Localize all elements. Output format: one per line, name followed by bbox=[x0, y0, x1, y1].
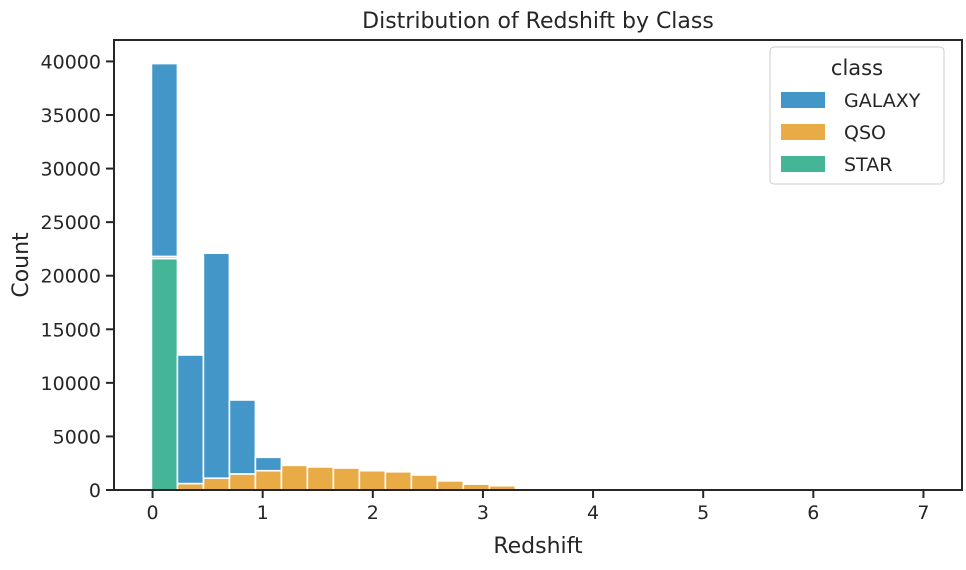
y-tick-label: 30000 bbox=[41, 159, 101, 181]
legend-swatch-qso bbox=[781, 124, 825, 140]
bar-qso-9 bbox=[384, 470, 413, 491]
legend-title: class bbox=[831, 56, 883, 80]
bar-galaxy-1 bbox=[176, 354, 205, 485]
x-ticks: 0 1 2 3 4 5 6 7 bbox=[146, 490, 930, 524]
x-tick-label: 7 bbox=[917, 502, 929, 524]
bar-galaxy-0 bbox=[150, 62, 179, 258]
legend-label-galaxy: GALAXY bbox=[844, 90, 921, 112]
y-ticks: 0 5000 10000 15000 20000 25000 30000 35000 40000 bbox=[41, 51, 114, 502]
bar-qso-10 bbox=[410, 474, 439, 491]
bar-qso-8 bbox=[358, 469, 387, 491]
bar-qso-4 bbox=[254, 469, 283, 491]
y-tick-label: 0 bbox=[89, 480, 101, 502]
x-axis-label: Redshift bbox=[493, 534, 583, 559]
bars-group bbox=[150, 62, 517, 491]
axes-group bbox=[113, 39, 963, 491]
y-tick-label: 5000 bbox=[53, 426, 101, 448]
x-tick-label: 5 bbox=[697, 502, 709, 524]
legend: class GALAXY QSO STAR bbox=[769, 46, 945, 185]
y-tick-label: 10000 bbox=[41, 373, 101, 395]
y-tick-label: 15000 bbox=[41, 319, 101, 341]
plot-frame bbox=[113, 39, 963, 491]
y-tick-label: 20000 bbox=[41, 266, 101, 288]
legend-label-qso: QSO bbox=[844, 122, 886, 144]
bar-qso-3 bbox=[228, 473, 257, 491]
x-tick-label: 4 bbox=[587, 502, 599, 524]
y-tick-label: 40000 bbox=[41, 51, 101, 73]
bar-qso-5 bbox=[280, 464, 309, 491]
x-tick-label: 1 bbox=[257, 502, 269, 524]
legend-swatch-galaxy bbox=[781, 92, 825, 108]
bar-galaxy-4 bbox=[254, 456, 283, 472]
bar-qso-7 bbox=[332, 467, 361, 491]
bar-galaxy-2 bbox=[202, 252, 231, 480]
y-axis-label: Count bbox=[9, 232, 34, 298]
bar-galaxy-3 bbox=[228, 399, 257, 475]
bar-qso-6 bbox=[306, 466, 335, 491]
bar-qso-11 bbox=[436, 480, 465, 491]
x-tick-label: 6 bbox=[807, 502, 819, 524]
legend-frame bbox=[769, 46, 945, 185]
x-tick-label: 0 bbox=[146, 502, 158, 524]
x-tick-label: 3 bbox=[477, 502, 489, 524]
bar-qso-2 bbox=[202, 477, 231, 491]
y-tick-label: 35000 bbox=[41, 105, 101, 127]
y-tick-label: 25000 bbox=[41, 212, 101, 234]
legend-label-star: STAR bbox=[844, 154, 892, 176]
chart-title: Distribution of Redshift by Class bbox=[362, 9, 714, 34]
legend-swatch-star bbox=[781, 156, 825, 172]
bar-star-0 bbox=[150, 257, 179, 491]
x-tick-label: 2 bbox=[367, 502, 379, 524]
